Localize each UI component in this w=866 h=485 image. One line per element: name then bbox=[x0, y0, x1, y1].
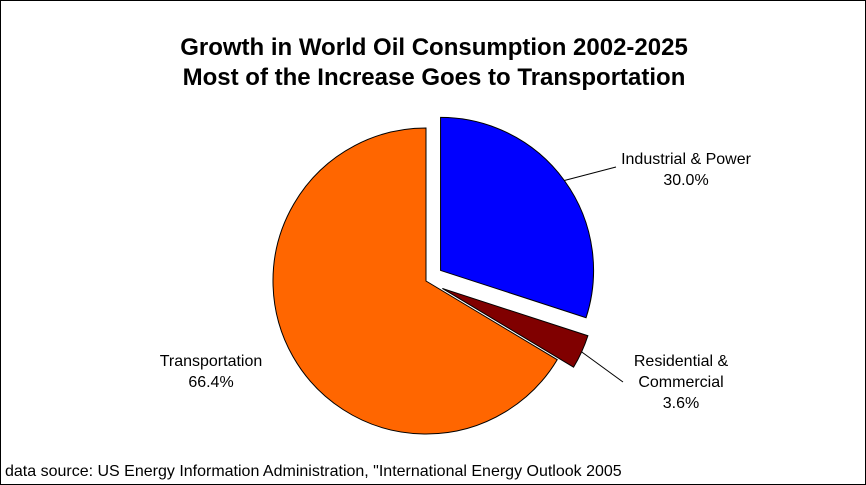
label-residential-commercial-value: 3.6% bbox=[662, 395, 700, 412]
chart-title: Growth in World Oil Consumption 2002-202… bbox=[180, 34, 688, 61]
label-transportation-value: 66.4% bbox=[188, 374, 234, 391]
label-industrial-power-name: Industrial & Power bbox=[621, 151, 751, 168]
label-industrial-power: Industrial & Power 30.0% bbox=[601, 149, 771, 191]
label-transportation-name: Transportation bbox=[159, 353, 263, 370]
chart-subtitle: Most of the Increase Goes to Transportat… bbox=[182, 64, 686, 91]
slice-industrial-power bbox=[440, 116, 595, 319]
leader-line-residential-commercial bbox=[581, 351, 624, 383]
label-industrial-power-value: 30.0% bbox=[663, 172, 709, 189]
slice-residential-commercial bbox=[442, 287, 589, 368]
source-note: data source: US Energy Information Admin… bbox=[5, 463, 622, 480]
leader-line-industrial-power bbox=[564, 166, 617, 181]
label-transportation: Transportation 66.4% bbox=[151, 351, 271, 393]
label-residential-commercial-name-line2: Commercial bbox=[638, 374, 724, 391]
label-residential-commercial-name-line1: Residential & bbox=[633, 353, 729, 370]
label-residential-commercial: Residential & Commercial 3.6% bbox=[606, 351, 756, 414]
slice-transportation bbox=[272, 127, 558, 435]
